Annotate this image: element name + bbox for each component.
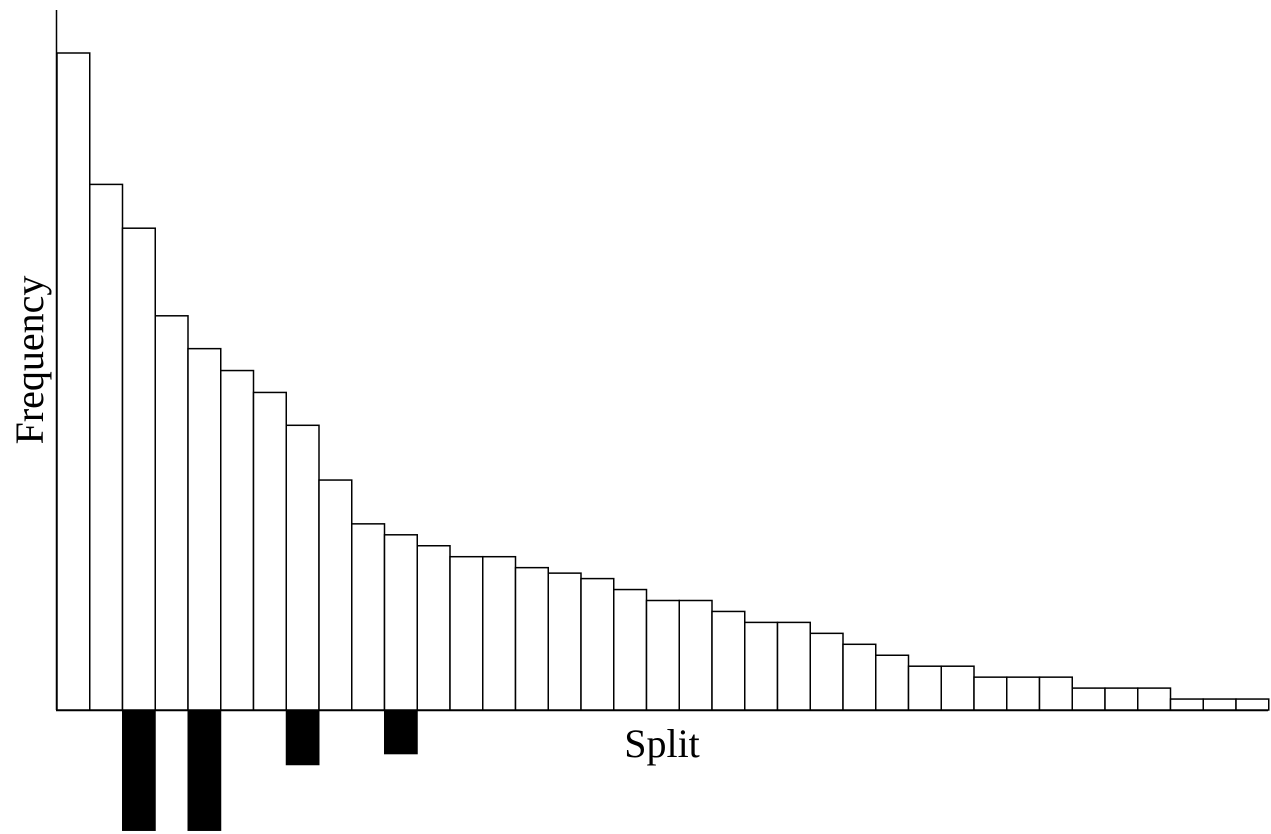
bar-upper <box>842 643 877 711</box>
bar-upper <box>318 479 353 711</box>
bar-upper <box>351 523 386 711</box>
bar-upper <box>187 347 222 711</box>
bar-upper <box>711 610 746 711</box>
bar-upper <box>875 654 910 711</box>
bar-upper <box>1202 698 1237 711</box>
bar-upper <box>482 555 517 711</box>
bar-upper <box>1235 698 1270 711</box>
x-axis-label: Split <box>624 721 700 766</box>
bar-upper <box>383 534 418 711</box>
bar-lower <box>187 709 222 831</box>
bar-upper <box>56 52 91 711</box>
bar-upper <box>1006 676 1041 711</box>
bar-upper <box>973 676 1008 711</box>
bar-upper <box>89 183 124 711</box>
bar-upper <box>1104 687 1139 711</box>
bar-upper <box>1137 687 1172 711</box>
bar-upper <box>1071 687 1106 711</box>
bar-lower <box>122 709 156 831</box>
bar-upper <box>809 632 844 711</box>
bar-upper <box>1169 698 1204 711</box>
bar-upper <box>285 424 320 711</box>
lower-bars <box>122 709 418 831</box>
bar-upper <box>744 621 779 711</box>
upper-bars <box>56 52 1270 711</box>
y-axis-label: Frequency <box>7 276 52 445</box>
bar-lower <box>384 709 418 755</box>
bar-upper <box>645 599 680 711</box>
bar-upper <box>514 566 549 711</box>
bar-upper <box>776 621 811 711</box>
bar-upper <box>580 577 615 711</box>
bar-upper <box>449 555 484 711</box>
bar-upper <box>220 369 255 711</box>
bar-upper <box>416 545 451 711</box>
bar-upper <box>678 599 713 711</box>
bar-upper <box>613 588 648 711</box>
bar-upper <box>1038 676 1073 711</box>
bar-upper <box>907 665 942 711</box>
bar-upper <box>940 665 975 711</box>
bar-upper <box>252 391 287 711</box>
bar-upper <box>547 572 582 711</box>
bar-upper <box>154 315 189 711</box>
bar-upper <box>121 227 156 711</box>
bar-lower <box>285 709 320 766</box>
